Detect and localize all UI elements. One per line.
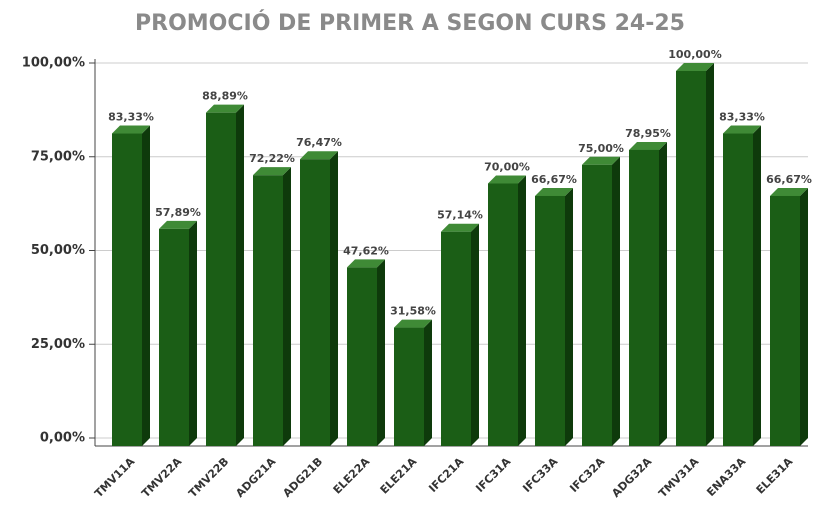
x-tick-label: ADG21B [280, 455, 325, 500]
bar [253, 175, 283, 447]
bar-top [253, 167, 291, 176]
value-label: 72,22% [249, 152, 295, 165]
bar-top [206, 104, 244, 113]
bar [112, 133, 142, 446]
bar-top [676, 63, 714, 71]
bar-top [112, 125, 150, 134]
value-label: 47,62% [343, 244, 389, 257]
bar-side [706, 63, 714, 446]
bar-top [394, 319, 432, 328]
x-tick-label: TMV22B [186, 455, 231, 500]
bar [394, 327, 424, 446]
bar-top [488, 175, 526, 184]
value-label: 75,00% [578, 142, 624, 155]
value-label: 78,95% [625, 127, 671, 140]
value-label: 88,89% [202, 90, 248, 103]
x-tick-label: TMV31A [656, 455, 701, 500]
bar-side [659, 141, 667, 446]
value-label: 57,89% [155, 206, 201, 219]
bar-side [753, 125, 761, 446]
bar-side [565, 187, 573, 447]
value-label: 100,00% [668, 48, 721, 61]
bar [629, 149, 659, 446]
x-tick-label: TMV11A [92, 455, 137, 500]
value-label: 66,67% [531, 173, 577, 186]
value-label: 76,47% [296, 136, 342, 149]
bar-top [629, 141, 667, 150]
bar-side [612, 156, 620, 446]
bar [535, 195, 565, 446]
x-tick-label: IFC33A [520, 455, 560, 495]
bar-side [518, 175, 526, 446]
y-tick-label: 100,00% [22, 56, 85, 71]
chart-title: PROMOCIÓ DE PRIMER A SEGON CURS 24-25 [135, 10, 685, 36]
bar [582, 164, 612, 446]
bar [723, 133, 753, 446]
bar [770, 195, 800, 446]
bar-top [300, 151, 338, 160]
x-tick-label: IFC21A [426, 455, 466, 495]
bar-side [424, 319, 432, 446]
y-tick-label: 75,00% [31, 149, 85, 164]
bar-side [330, 151, 338, 447]
bar [441, 231, 471, 446]
x-tick-label: ELE31A [754, 455, 796, 497]
bar-side [377, 259, 385, 446]
value-label: 66,67% [766, 173, 812, 186]
bar-top [535, 187, 573, 196]
bar-top [770, 187, 808, 196]
bar-side [236, 104, 244, 446]
bar-top [723, 125, 761, 134]
bar [347, 267, 377, 446]
bar-top [159, 220, 197, 229]
x-tick-label: TMV22A [139, 455, 184, 500]
x-tick-label: ELE21A [378, 455, 420, 497]
bar [676, 71, 706, 446]
bar-side [142, 125, 150, 446]
x-tick-label: IFC31A [473, 455, 513, 495]
x-tick-label: ADG21A [233, 455, 278, 500]
x-tick-label: ADG32A [609, 455, 654, 500]
bar-top [582, 156, 620, 165]
bar-side [189, 220, 197, 446]
y-tick-label: 50,00% [31, 243, 85, 258]
value-label: 70,00% [484, 161, 530, 174]
x-tick-label: ENA33A [704, 455, 748, 499]
value-label: 83,33% [719, 111, 765, 124]
bar [488, 183, 518, 446]
x-tick-label: ELE22A [331, 455, 373, 497]
bar-top [347, 259, 385, 268]
bar-side [471, 223, 479, 446]
bar [206, 112, 236, 446]
value-label: 57,14% [437, 209, 483, 222]
value-label: 31,58% [390, 305, 436, 318]
y-tick-label: 0,00% [40, 431, 85, 446]
bar [159, 228, 189, 446]
bar-top [441, 223, 479, 232]
y-tick-label: 25,00% [31, 337, 85, 352]
x-tick-label: IFC32A [567, 455, 607, 495]
bar-side [800, 187, 808, 447]
bar-side [283, 167, 291, 447]
value-label: 83,33% [108, 111, 154, 124]
bar [300, 159, 330, 447]
